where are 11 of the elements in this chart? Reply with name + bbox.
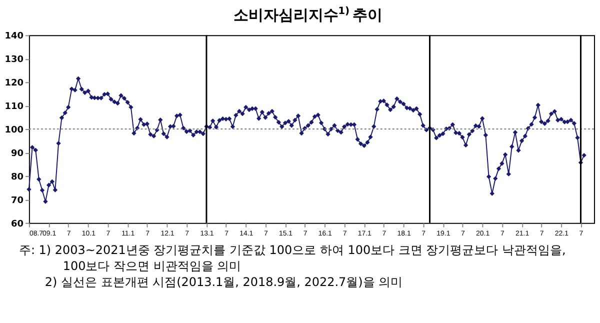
y-tick-label: 130 bbox=[4, 55, 24, 66]
y-tick-label: 140 bbox=[4, 32, 24, 42]
y-tick-label: 110 bbox=[4, 102, 24, 112]
y-tick-label: 60 bbox=[10, 219, 24, 230]
y-tick-label: 120 bbox=[4, 78, 24, 89]
y-tick-label: 100 bbox=[4, 126, 24, 136]
text: 2) 실선은 표본개편 시점(2013.1월, 2018.9월, 2022.7월)을 의미 bbox=[44, 274, 403, 289]
y-tick-label: 70 bbox=[10, 196, 24, 206]
text: 주: 1) 2003~2021년중 장기평균치를 기준값 100으로 하여 100보다 크면 장기평균보다 낙관적임을, 100보다 작으면 비관적임을 의미 bbox=[18, 242, 566, 273]
y-tick-label: 80 bbox=[10, 172, 24, 182]
y-tick-label: 90 bbox=[10, 148, 24, 159]
